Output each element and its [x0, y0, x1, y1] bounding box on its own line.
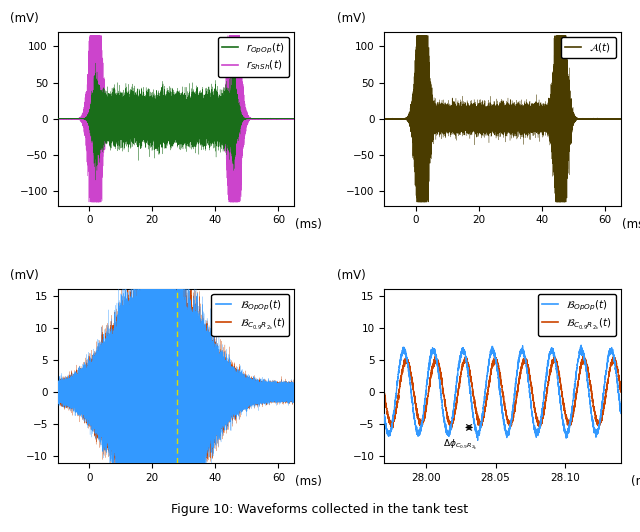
X-axis label: (ms): (ms)	[295, 475, 322, 488]
X-axis label: (ms): (ms)	[295, 218, 322, 231]
Legend: $\mathcal{B}_{OpOp}(t)$, $\mathcal{B}_{C_{0.9}R_{2_k}}(t)$: $\mathcal{B}_{OpOp}(t)$, $\mathcal{B}_{C…	[211, 294, 289, 336]
Legend: $r_{OpOp}(t)$, $r_{ShSh}(t)$: $r_{OpOp}(t)$, $r_{ShSh}(t)$	[218, 37, 289, 77]
Y-axis label: (mV): (mV)	[10, 269, 39, 282]
Legend: $\mathcal{B}_{OpOp}(t)$, $\mathcal{B}_{C_{0.9}R_{2_k}}(t)$: $\mathcal{B}_{OpOp}(t)$, $\mathcal{B}_{C…	[538, 294, 616, 336]
Legend: $\mathcal{A}(t)$: $\mathcal{A}(t)$	[561, 37, 616, 59]
X-axis label: (ms): (ms)	[631, 475, 640, 488]
Y-axis label: (mV): (mV)	[10, 12, 39, 25]
X-axis label: (ms): (ms)	[621, 218, 640, 231]
Text: $\Delta\phi_{C_{0.9}R_{2_k}}$: $\Delta\phi_{C_{0.9}R_{2_k}}$	[443, 438, 477, 452]
Text: Figure 10: Waveforms collected in the tank test: Figure 10: Waveforms collected in the ta…	[172, 503, 468, 517]
Y-axis label: (mV): (mV)	[337, 269, 365, 282]
Y-axis label: (mV): (mV)	[337, 12, 365, 25]
